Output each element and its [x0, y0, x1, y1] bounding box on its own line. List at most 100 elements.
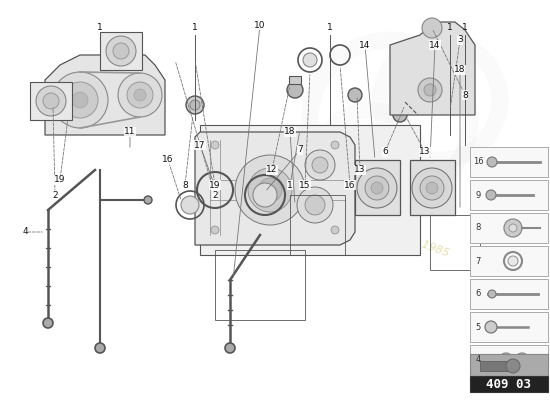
Circle shape [393, 108, 407, 122]
Circle shape [144, 196, 152, 204]
Bar [410, 160, 455, 215]
Text: a passion for parts since 1985: a passion for parts since 1985 [289, 192, 450, 258]
Text: 18: 18 [454, 66, 466, 74]
Circle shape [504, 219, 522, 237]
Text: 2: 2 [212, 190, 218, 200]
Circle shape [488, 290, 496, 298]
Text: 1: 1 [287, 180, 293, 190]
Text: 4: 4 [22, 228, 28, 236]
Text: 2: 2 [52, 190, 58, 200]
Text: 13: 13 [354, 166, 366, 174]
Bar [290, 195, 345, 255]
Bar [470, 312, 548, 342]
Circle shape [499, 353, 513, 367]
Text: 13: 13 [419, 148, 431, 156]
Circle shape [412, 168, 452, 208]
Text: 6: 6 [475, 290, 481, 298]
Bar [470, 213, 548, 243]
Circle shape [506, 359, 520, 373]
Circle shape [36, 86, 66, 116]
Polygon shape [390, 22, 475, 115]
Text: 409 03: 409 03 [487, 378, 531, 390]
Text: 16: 16 [344, 180, 356, 190]
Text: 5: 5 [475, 322, 481, 332]
Bar [30, 82, 72, 120]
Text: 17: 17 [194, 140, 206, 150]
Circle shape [43, 93, 59, 109]
Circle shape [515, 353, 529, 367]
Bar [470, 246, 548, 276]
Text: 7: 7 [297, 146, 303, 154]
Circle shape [190, 100, 200, 110]
Circle shape [485, 321, 497, 333]
Circle shape [211, 141, 219, 149]
Bar [215, 250, 305, 320]
Circle shape [422, 18, 442, 38]
Circle shape [418, 78, 442, 102]
Text: 18: 18 [284, 128, 296, 136]
Circle shape [225, 343, 235, 353]
Text: 8: 8 [462, 90, 468, 100]
Bar [470, 147, 548, 177]
Bar [470, 354, 548, 376]
Text: 3: 3 [457, 36, 463, 44]
Polygon shape [45, 55, 165, 135]
Text: 1: 1 [327, 22, 333, 32]
Text: 14: 14 [359, 40, 371, 50]
Text: 12: 12 [266, 166, 278, 174]
Circle shape [365, 176, 389, 200]
Circle shape [211, 226, 219, 234]
Circle shape [312, 157, 328, 173]
Circle shape [235, 155, 305, 225]
Polygon shape [195, 132, 355, 245]
Circle shape [503, 357, 509, 363]
Circle shape [420, 176, 444, 200]
Circle shape [43, 318, 53, 328]
Text: 16: 16 [472, 158, 483, 166]
Bar [470, 345, 548, 375]
Bar [470, 180, 548, 210]
Text: 7: 7 [475, 256, 481, 266]
Circle shape [95, 343, 105, 353]
Circle shape [371, 182, 383, 194]
Circle shape [287, 82, 303, 98]
Circle shape [297, 187, 333, 223]
Text: 9: 9 [475, 190, 481, 200]
Circle shape [52, 72, 108, 128]
Text: 1: 1 [447, 22, 453, 32]
Circle shape [519, 357, 525, 363]
Bar [200, 125, 420, 255]
Circle shape [106, 36, 136, 66]
Circle shape [127, 82, 153, 108]
Text: 16: 16 [162, 156, 174, 164]
Text: 14: 14 [430, 40, 441, 50]
Bar [470, 376, 548, 392]
Circle shape [486, 190, 496, 200]
Circle shape [487, 157, 497, 167]
Bar [289, 76, 301, 84]
Circle shape [509, 224, 517, 232]
Text: 6: 6 [382, 148, 388, 156]
Text: 1: 1 [192, 22, 198, 32]
Circle shape [305, 150, 335, 180]
Text: 15: 15 [299, 180, 311, 190]
Circle shape [258, 178, 282, 202]
Circle shape [426, 182, 438, 194]
Circle shape [113, 43, 129, 59]
Text: 1: 1 [462, 22, 468, 32]
Text: 19: 19 [54, 176, 66, 184]
Bar [430, 215, 480, 270]
Circle shape [303, 53, 317, 67]
Bar [355, 160, 400, 215]
Text: 11: 11 [124, 128, 136, 136]
Circle shape [331, 141, 339, 149]
Circle shape [424, 84, 436, 96]
Bar [480, 361, 508, 371]
Circle shape [62, 82, 98, 118]
Circle shape [181, 196, 199, 214]
Circle shape [331, 226, 339, 234]
Text: 8: 8 [475, 224, 481, 232]
Circle shape [508, 256, 518, 266]
Circle shape [348, 88, 362, 102]
Circle shape [248, 168, 292, 212]
